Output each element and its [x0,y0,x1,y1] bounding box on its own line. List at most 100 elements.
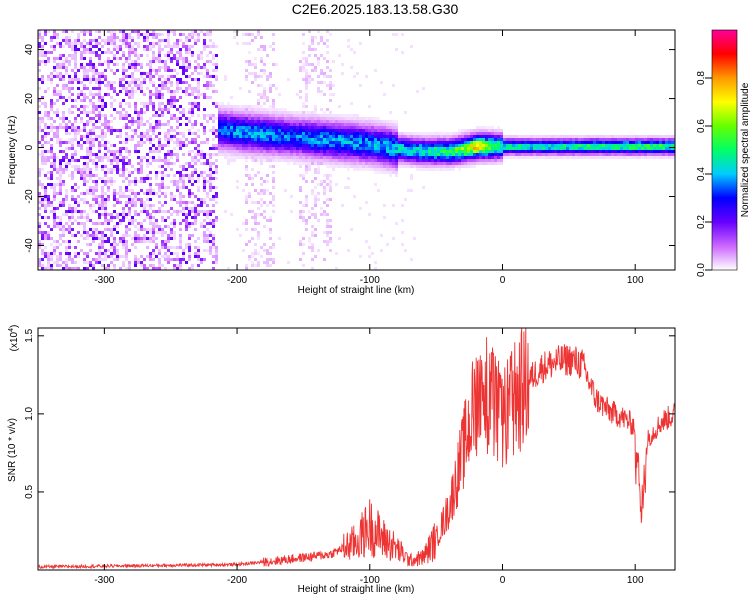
heatmap-cell [359,144,362,147]
heatmap-cell [317,147,320,150]
heatmap-cell [197,258,200,261]
heatmap-cell [293,150,296,153]
heatmap-cell [182,114,185,117]
heatmap-cell [98,237,101,240]
heatmap-cell [299,114,302,117]
heatmap-cell [41,120,44,123]
heatmap-cell [512,144,515,147]
heatmap-cell [305,75,308,78]
heatmap-cell [167,42,170,45]
heatmap-cell [617,150,620,153]
heatmap-cell [167,57,170,60]
heatmap-cell [140,33,143,36]
heatmap-cell [215,135,218,138]
heatmap-cell [389,144,392,147]
heatmap-cell [170,156,173,159]
heatmap-cell [86,105,89,108]
heatmap-cell [59,228,62,231]
heatmap-cell [59,138,62,141]
heatmap-cell [170,114,173,117]
heatmap-cell [161,114,164,117]
heatmap-cell [149,171,152,174]
heatmap-cell [83,48,86,51]
heatmap-cell [170,138,173,141]
heatmap-cell [74,255,77,258]
heatmap-cell [191,126,194,129]
heatmap-cell [305,99,308,102]
heatmap-cell [422,150,425,153]
heatmap-cell [491,147,494,150]
heatmap-cell [440,135,443,138]
heatmap-cell [260,141,263,144]
heatmap-cell [143,177,146,180]
heatmap-cell [179,141,182,144]
heatmap-cell [50,258,53,261]
heatmap-cell [287,147,290,150]
heatmap-cell [158,45,161,48]
heatmap-cell [341,135,344,138]
heatmap-cell [344,126,347,129]
heatmap-cell [368,255,371,258]
heatmap-cell [71,45,74,48]
heatmap-cell [221,147,224,150]
heatmap-cell [533,138,536,141]
heatmap-cell [182,213,185,216]
heatmap-cell [311,36,314,39]
heatmap-cell [407,138,410,141]
heatmap-cell [551,135,554,138]
heatmap-cell [152,75,155,78]
x-tick-label: -200 [227,275,247,286]
heatmap-cell [164,69,167,72]
heatmap-cell [173,114,176,117]
heatmap-cell [179,240,182,243]
heatmap-cell [608,141,611,144]
heatmap-cell [386,147,389,150]
heatmap-cell [59,144,62,147]
heatmap-cell [380,153,383,156]
heatmap-cell [554,141,557,144]
heatmap-cell [383,126,386,129]
heatmap-cell [305,195,308,198]
heatmap-cell [179,201,182,204]
heatmap-cell [140,171,143,174]
heatmap-cell [416,168,419,171]
heatmap-cell [377,168,380,171]
heatmap-cell [119,237,122,240]
heatmap-cell [149,219,152,222]
heatmap-cell [116,192,119,195]
heatmap-cell [212,222,215,225]
heatmap-cell [176,57,179,60]
x-tick-label: -100 [360,575,380,586]
heatmap-cell [617,153,620,156]
heatmap-cell [308,63,311,66]
heatmap-cell [128,264,131,267]
heatmap-cell [482,144,485,147]
heatmap-cell [89,147,92,150]
heatmap-cell [128,153,131,156]
heatmap-cell [143,228,146,231]
heatmap-cell [386,150,389,153]
heatmap-cell [128,90,131,93]
heatmap-cell [116,249,119,252]
heatmap-cell [158,66,161,69]
heatmap-cell [59,75,62,78]
heatmap-cell [470,144,473,147]
heatmap-cell [164,168,167,171]
heatmap-cell [263,141,266,144]
heatmap-cell [101,135,104,138]
heatmap-cell [158,195,161,198]
heatmap-cell [404,162,407,165]
heatmap-cell [314,147,317,150]
heatmap-cell [131,51,134,54]
heatmap-cell [272,105,275,108]
heatmap-cell [107,156,110,159]
heatmap-cell [200,222,203,225]
heatmap-cell [140,63,143,66]
heatmap-cell [98,93,101,96]
heatmap-cell [89,99,92,102]
heatmap-cell [662,147,665,150]
heatmap-cell [377,117,380,120]
heatmap-cell [116,36,119,39]
heatmap-cell [128,219,131,222]
heatmap-cell [113,246,116,249]
